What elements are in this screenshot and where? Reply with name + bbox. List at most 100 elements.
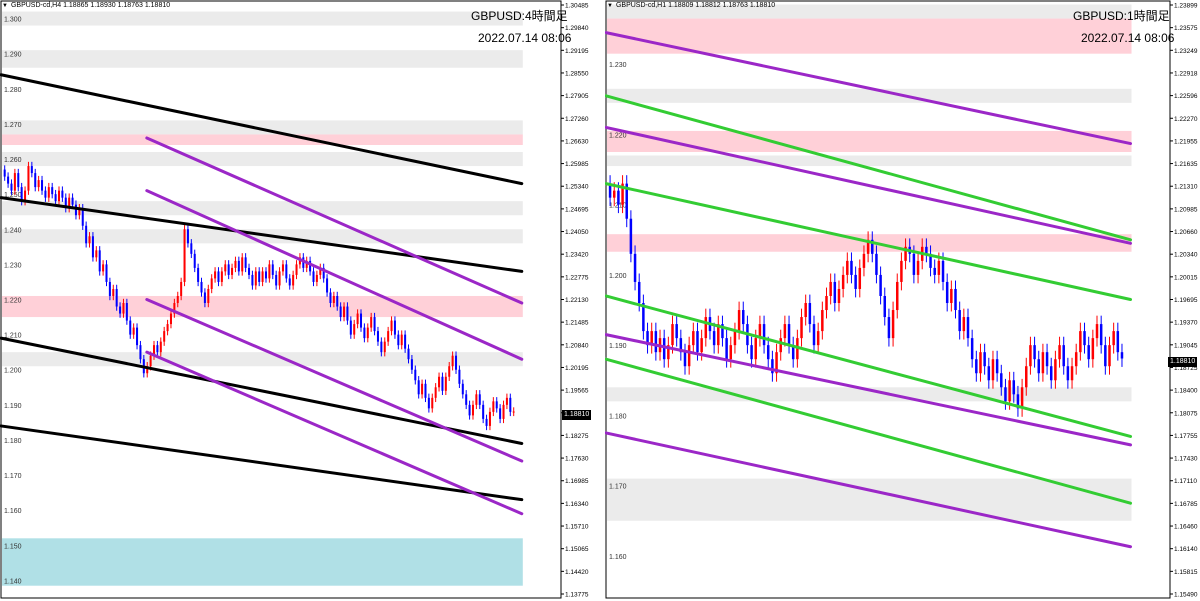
candle-body bbox=[322, 267, 325, 279]
candle-body bbox=[837, 288, 841, 304]
zone-gray bbox=[2, 201, 523, 216]
price-grid-label: 1.270 bbox=[4, 122, 22, 129]
trendline-purple[interactable] bbox=[145, 189, 524, 361]
axis-tick-label: 1.18075 bbox=[1174, 410, 1198, 417]
axis-tick-label: 1.18400 bbox=[1174, 388, 1198, 395]
candle-body bbox=[332, 295, 335, 304]
price-grid-label: 1.210 bbox=[4, 333, 22, 340]
candle-body bbox=[251, 274, 254, 286]
chart-pane-h4[interactable]: 1.300 1.290 1.280 1.270 1.260 1.250 1.240 1.230… bbox=[0, 0, 600, 601]
candle-body bbox=[912, 253, 916, 275]
axis-tick-label: 1.23899 bbox=[1174, 3, 1198, 10]
zone-gray bbox=[607, 155, 1132, 167]
axis-tick-label: 1.17110 bbox=[1174, 478, 1197, 485]
candle-body bbox=[1012, 380, 1016, 395]
candle-body bbox=[366, 327, 369, 339]
candle-body bbox=[129, 320, 132, 335]
trendline-purple[interactable] bbox=[145, 136, 524, 305]
price-grid-label: 1.160 bbox=[609, 554, 627, 561]
candle-body bbox=[346, 306, 349, 321]
candle-body bbox=[937, 260, 941, 275]
axis-tick-label: 1.23249 bbox=[1174, 48, 1198, 55]
candle-body bbox=[20, 187, 23, 202]
trendline-black[interactable] bbox=[0, 424, 524, 502]
trendline-purple[interactable] bbox=[605, 125, 1133, 245]
candle-body bbox=[214, 271, 217, 279]
h1-header: ▼ GBPUSD-cd,H1 1.18809 1.18812 1.18763 1.… bbox=[607, 2, 775, 9]
candle-body bbox=[186, 229, 189, 244]
trendline-purple[interactable] bbox=[605, 431, 1133, 549]
axis-tick-label: 1.15815 bbox=[1174, 569, 1198, 576]
candle-body bbox=[37, 180, 40, 188]
axis-tick-label: 1.29840 bbox=[565, 25, 589, 32]
candle-body bbox=[816, 331, 820, 346]
candle-body bbox=[390, 320, 393, 332]
candle-body bbox=[812, 324, 816, 346]
trendline-green[interactable] bbox=[605, 182, 1133, 301]
trendline-purple[interactable] bbox=[605, 31, 1133, 146]
candle-body bbox=[846, 260, 849, 275]
price-grid-label: 1.230 bbox=[4, 262, 22, 269]
candle-body bbox=[444, 376, 447, 391]
candle-body bbox=[1029, 345, 1032, 367]
candle-body bbox=[862, 253, 866, 268]
dropdown-arrow-icon[interactable]: ▼ bbox=[2, 3, 8, 9]
candle-body bbox=[629, 218, 633, 254]
candle-body bbox=[717, 324, 720, 346]
trendline-black[interactable] bbox=[0, 336, 524, 445]
trendline-purple[interactable] bbox=[605, 333, 1133, 447]
candle-body bbox=[1083, 331, 1086, 346]
candle-body bbox=[370, 317, 373, 328]
axis-tick-label: 1.17630 bbox=[565, 456, 589, 463]
candle-body bbox=[1058, 345, 1061, 360]
trendline-black[interactable] bbox=[0, 196, 524, 273]
candle-body bbox=[1066, 366, 1070, 381]
candle-body bbox=[979, 352, 982, 374]
candle-body bbox=[146, 366, 149, 374]
candle-body bbox=[271, 264, 274, 275]
trendline-purple[interactable] bbox=[145, 298, 524, 463]
candle-body bbox=[633, 253, 637, 282]
price-grid-label: 1.240 bbox=[4, 227, 22, 234]
axis-tick-label: 1.16785 bbox=[1174, 501, 1198, 508]
h1-chart-svg[interactable]: 1.230 1.220 1.210 1.200 1.190 1.180 1.170 1.160… bbox=[605, 0, 1200, 601]
candle-body bbox=[958, 310, 961, 332]
axis-tick-label: 1.27905 bbox=[565, 93, 589, 100]
candle-body bbox=[380, 341, 383, 353]
price-grid-label: 1.200 bbox=[609, 273, 627, 280]
candle-body bbox=[650, 331, 653, 346]
trendline-green[interactable] bbox=[605, 357, 1133, 505]
trendline-black[interactable] bbox=[0, 73, 524, 186]
dropdown-arrow-icon[interactable]: ▼ bbox=[607, 3, 613, 9]
candle-body bbox=[404, 334, 407, 349]
axis-tick-label: 1.16985 bbox=[565, 478, 589, 485]
trendline-purple[interactable] bbox=[145, 350, 524, 516]
candle-body bbox=[975, 359, 978, 374]
candle-body bbox=[488, 411, 491, 426]
candle-body bbox=[637, 281, 641, 304]
trendline-green[interactable] bbox=[605, 94, 1133, 242]
candle-body bbox=[329, 292, 332, 304]
candle-body bbox=[779, 338, 782, 353]
candle-body bbox=[850, 260, 853, 275]
h4-chart-svg[interactable]: 1.300 1.290 1.280 1.270 1.260 1.250 1.240 1.230… bbox=[0, 0, 600, 601]
candle-body bbox=[91, 236, 94, 258]
candle-body bbox=[495, 401, 498, 409]
candle-body bbox=[3, 169, 6, 177]
zone-gray bbox=[607, 478, 1132, 521]
chart-pane-h1[interactable]: 1.230 1.220 1.210 1.200 1.190 1.180 1.170 1.160… bbox=[605, 0, 1200, 601]
candle-body bbox=[970, 338, 974, 360]
candle-body bbox=[88, 236, 91, 244]
candle-body bbox=[336, 295, 339, 307]
candle-body bbox=[1041, 352, 1045, 374]
candle-body bbox=[176, 295, 179, 304]
candle-body bbox=[237, 260, 240, 272]
candle-body bbox=[152, 345, 156, 356]
axis-tick-label: 1.21310 bbox=[1174, 184, 1198, 191]
candle-body bbox=[292, 274, 295, 286]
zone-pink bbox=[607, 18, 1132, 54]
candle-body bbox=[119, 306, 122, 314]
trendline-green[interactable] bbox=[605, 294, 1133, 438]
zone-gray bbox=[2, 50, 523, 68]
axis-tick-label: 1.19045 bbox=[1174, 342, 1198, 349]
